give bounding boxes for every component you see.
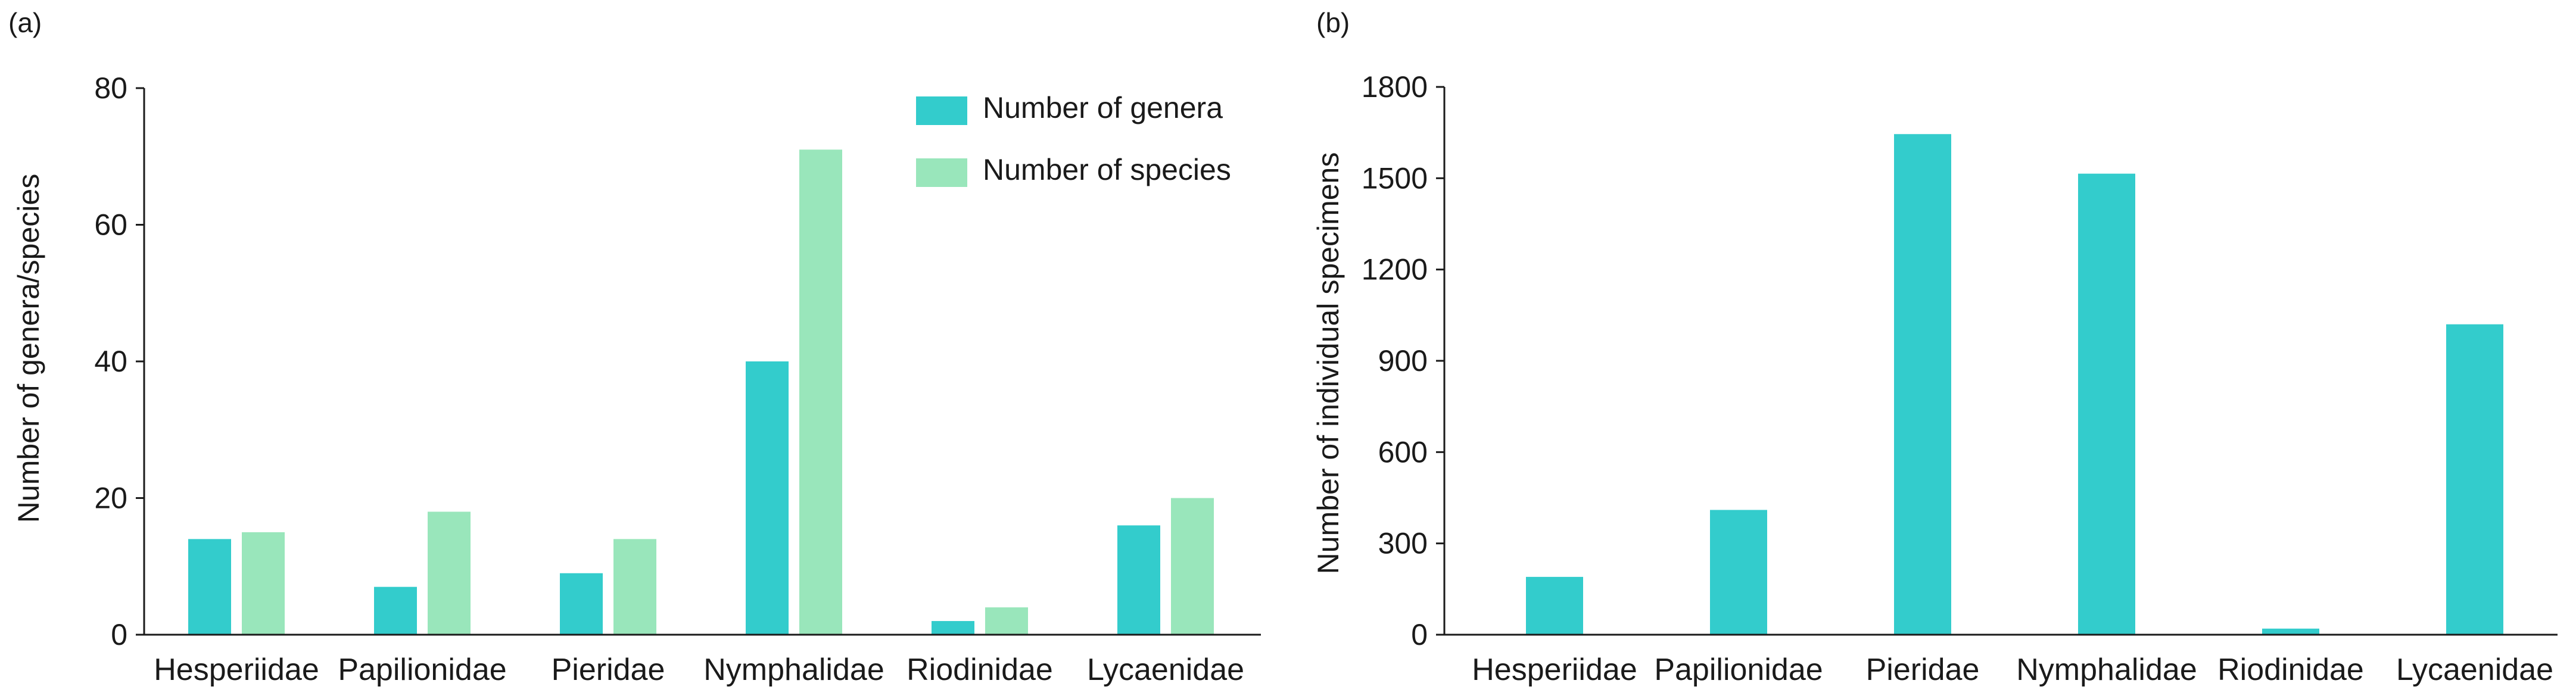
legend-label: Number of species [983, 153, 1231, 186]
bar-number-of-species-hesperiidae [242, 532, 285, 635]
x-category-label: Pieridae [1866, 653, 1980, 687]
y-tick-label: 300 [1378, 527, 1428, 560]
chart-a-x-axis: Hesperiidae Papilionidae Pieridae Nymphalid… [144, 634, 1261, 687]
legend-label: Number of genera [983, 91, 1223, 124]
chart-a-y-axis-title: Number of genera/species [12, 174, 45, 523]
legend-swatch [916, 158, 967, 187]
bar-specimens-nymphalidae [2078, 173, 2135, 635]
y-tick-label: 0 [1411, 618, 1428, 651]
y-tick-label: 0 [111, 618, 127, 651]
bar-number-of-species-nymphalidae [799, 149, 842, 635]
chart-b-bars [1526, 134, 2503, 635]
bar-number-of-genera-papilionidae [374, 586, 417, 635]
chart-b-y-axis-title: Number of individual specimens [1312, 152, 1345, 575]
legend-swatch [916, 96, 967, 125]
chart-b-y-axis: 0 300 600 900 1200 1500 1800 [1362, 70, 1446, 651]
bar-specimens-papilionidae [1710, 510, 1767, 635]
bar-number-of-species-papilionidae [428, 511, 471, 635]
chart-a: Number of genera/species 0 20 40 60 80 Hespe… [12, 71, 1261, 687]
chart-a-legend: Number of genera Number of species [916, 91, 1231, 187]
chart-b: Number of individual specimens 0 300 600 90… [1312, 70, 2558, 687]
x-category-label: Hesperiidae [154, 653, 319, 687]
y-tick-label: 1200 [1362, 253, 1428, 286]
x-category-label: Riodinidae [2217, 653, 2364, 687]
x-category-label: Papilionidae [1654, 653, 1823, 687]
bar-specimens-pieridae [1894, 134, 1951, 635]
x-category-label: Hesperiidae [1472, 653, 1637, 687]
bar-number-of-genera-riodinidae [932, 621, 974, 635]
x-category-label: Nymphalidae [2016, 653, 2197, 687]
y-tick-label: 1500 [1362, 161, 1428, 195]
x-category-label: Lycaenidae [1087, 653, 1244, 687]
y-tick-label: 40 [94, 345, 127, 378]
y-tick-label: 600 [1378, 435, 1428, 469]
x-category-label: Lycaenidae [2396, 653, 2553, 687]
bar-specimens-hesperiidae [1526, 576, 1583, 635]
x-category-label: Papilionidae [338, 653, 506, 687]
y-tick-label: 20 [94, 482, 127, 515]
bar-number-of-genera-hesperiidae [188, 539, 231, 635]
y-tick-label: 900 [1378, 344, 1428, 377]
bar-number-of-species-lycaenidae [1171, 498, 1214, 635]
y-tick-label: 80 [94, 71, 127, 105]
y-tick-label: 1800 [1362, 70, 1428, 104]
bar-specimens-lycaenidae [2446, 324, 2503, 635]
y-tick-label: 60 [94, 208, 127, 242]
panel-label-a: (a) [8, 7, 42, 38]
chart-a-y-axis: 0 20 40 60 80 [94, 71, 145, 651]
x-category-label: Nymphalidae [703, 653, 884, 687]
bar-number-of-species-riodinidae [985, 607, 1028, 635]
bar-number-of-genera-lycaenidae [1117, 525, 1160, 635]
chart-a-bars [188, 149, 1214, 635]
bar-number-of-genera-pieridae [560, 573, 603, 635]
bar-number-of-species-pieridae [613, 539, 656, 635]
x-category-label: Riodinidae [907, 653, 1053, 687]
chart-b-x-axis: Hesperiidae Papilionidae Pieridae Nymphalid… [1444, 634, 2558, 687]
bar-specimens-riodinidae [2262, 628, 2319, 635]
panel-label-b: (b) [1316, 7, 1350, 38]
bar-number-of-genera-nymphalidae [746, 361, 789, 635]
x-category-label: Pieridae [552, 653, 665, 687]
